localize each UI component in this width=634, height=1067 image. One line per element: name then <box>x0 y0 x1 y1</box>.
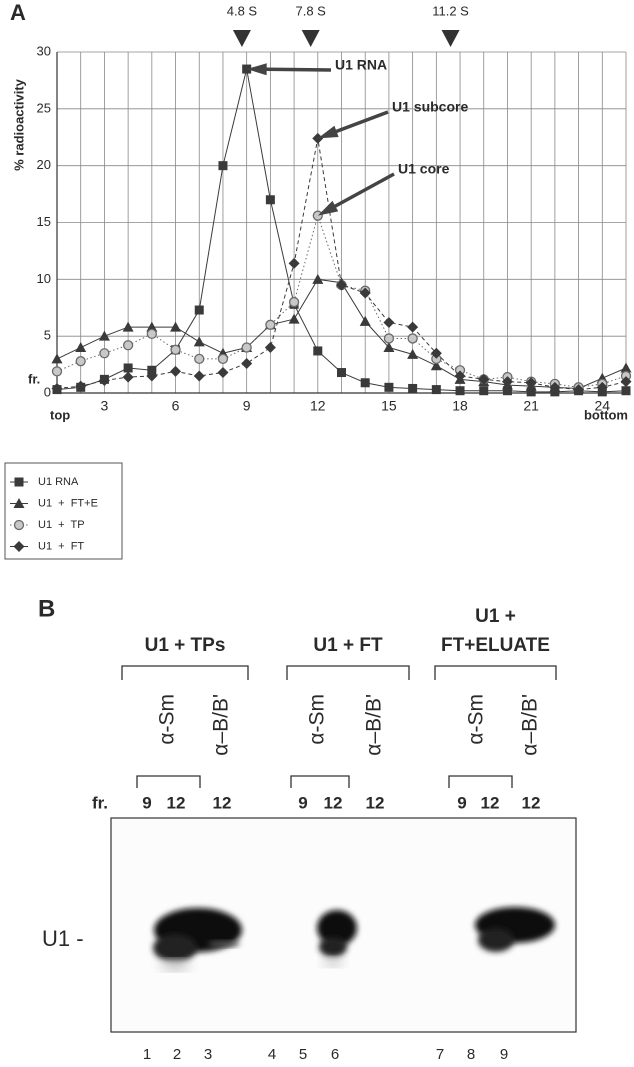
y-tick-label: 30 <box>37 43 51 58</box>
marker <box>384 334 393 343</box>
marker <box>337 368 346 377</box>
sedimentation-label: 7.8 S <box>295 3 326 18</box>
legend-label: U1 + TP <box>38 519 85 531</box>
legend-label: U1 + FT <box>38 540 84 552</box>
marker <box>124 363 133 372</box>
marker <box>384 383 393 392</box>
marker <box>195 354 204 363</box>
marker <box>124 341 133 350</box>
antibody-label: α–B/B' <box>363 694 386 756</box>
lane-number: 9 <box>500 1046 508 1063</box>
y-tick-label: 20 <box>37 157 51 172</box>
figure: A % radioactivity fr. top bottom U1 RNAU… <box>0 0 634 1067</box>
y-axis-label: % radioactivity <box>11 78 26 171</box>
y-tick-label: 25 <box>37 100 51 115</box>
marker <box>76 357 85 366</box>
marker <box>242 343 251 352</box>
lane-number: 6 <box>331 1046 339 1063</box>
gel-smear <box>160 960 190 970</box>
sedimentation-label: 4.8 S <box>227 3 258 18</box>
antibody-label: α–B/B' <box>519 694 542 756</box>
lane-number: 2 <box>173 1046 181 1063</box>
marker <box>622 386 631 395</box>
legend-label: U1 + FT+E <box>38 497 98 509</box>
marker <box>479 386 488 395</box>
marker <box>361 378 370 387</box>
marker <box>266 195 275 204</box>
marker <box>266 320 275 329</box>
marker <box>408 384 417 393</box>
marker <box>456 386 465 395</box>
gel-band <box>208 941 240 947</box>
callout-label: U1 RNA <box>335 57 387 73</box>
marker <box>15 478 24 487</box>
y-tick-label: 5 <box>44 328 51 343</box>
sedimentation-label: 11.2 S <box>432 3 469 18</box>
x-tick-label: 9 <box>243 398 251 414</box>
x-tick-label: 12 <box>310 398 326 414</box>
fraction-number: 12 <box>167 793 186 812</box>
marker <box>408 334 417 343</box>
marker <box>313 346 322 355</box>
group-title: U1 + TPs <box>145 635 226 656</box>
marker <box>100 349 109 358</box>
callout-label: U1 core <box>398 161 450 177</box>
legend-label: U1 RNA <box>38 476 79 488</box>
y-tick-label: 0 <box>44 384 51 399</box>
marker <box>53 367 62 376</box>
fraction-number: 12 <box>481 793 500 812</box>
fraction-number: 12 <box>213 793 232 812</box>
x-tick-label: 15 <box>381 398 397 414</box>
x-tick-label: 18 <box>452 398 468 414</box>
group-title: U1 + FT <box>313 635 383 656</box>
marker <box>195 306 204 315</box>
lane-number: 8 <box>467 1046 475 1063</box>
y-tick-label: 10 <box>37 271 51 286</box>
x-axis-label: fr. <box>28 371 40 386</box>
panel-label: B <box>38 595 55 622</box>
gel-band <box>478 928 514 952</box>
lane-number: 1 <box>143 1046 151 1063</box>
marker <box>147 329 156 338</box>
fraction-label: fr. <box>92 793 108 812</box>
antibody-label: α-Sm <box>306 694 329 745</box>
callout-label: U1 subcore <box>392 99 468 115</box>
lane-number: 7 <box>436 1046 444 1063</box>
marker <box>432 385 441 394</box>
group-title: FT+ELUATE <box>441 635 550 656</box>
gel-band <box>319 937 347 957</box>
fraction-number: 9 <box>457 793 466 812</box>
group-title: U1 + <box>475 606 516 627</box>
marker <box>218 161 227 170</box>
antibody-label: α-Sm <box>156 694 179 745</box>
fraction-number: 9 <box>142 793 151 812</box>
x-tick-label: 6 <box>172 398 180 414</box>
fraction-number: 12 <box>324 793 343 812</box>
marker <box>171 345 180 354</box>
marker <box>15 521 24 530</box>
fraction-number: 9 <box>298 793 307 812</box>
lane-number: 5 <box>299 1046 307 1063</box>
panel-label: A <box>10 0 26 25</box>
marker <box>218 354 227 363</box>
x-tick-label: 24 <box>595 398 611 414</box>
lane-number: 4 <box>268 1046 276 1063</box>
y-tick-label: 15 <box>37 214 51 229</box>
fraction-number: 12 <box>522 793 541 812</box>
x-tick-label: 21 <box>523 398 539 414</box>
lane-number: 3 <box>204 1046 212 1063</box>
x-tick-label: 3 <box>101 398 109 414</box>
callout-arrow <box>256 69 331 70</box>
band-label: U1 - <box>42 926 84 951</box>
antibody-label: α–B/B' <box>210 694 233 756</box>
x-start-label: top <box>50 407 70 422</box>
gel-smear <box>323 958 343 966</box>
fraction-number: 12 <box>366 793 385 812</box>
antibody-label: α-Sm <box>465 694 488 745</box>
gel-band <box>153 934 197 962</box>
marker <box>290 298 299 307</box>
